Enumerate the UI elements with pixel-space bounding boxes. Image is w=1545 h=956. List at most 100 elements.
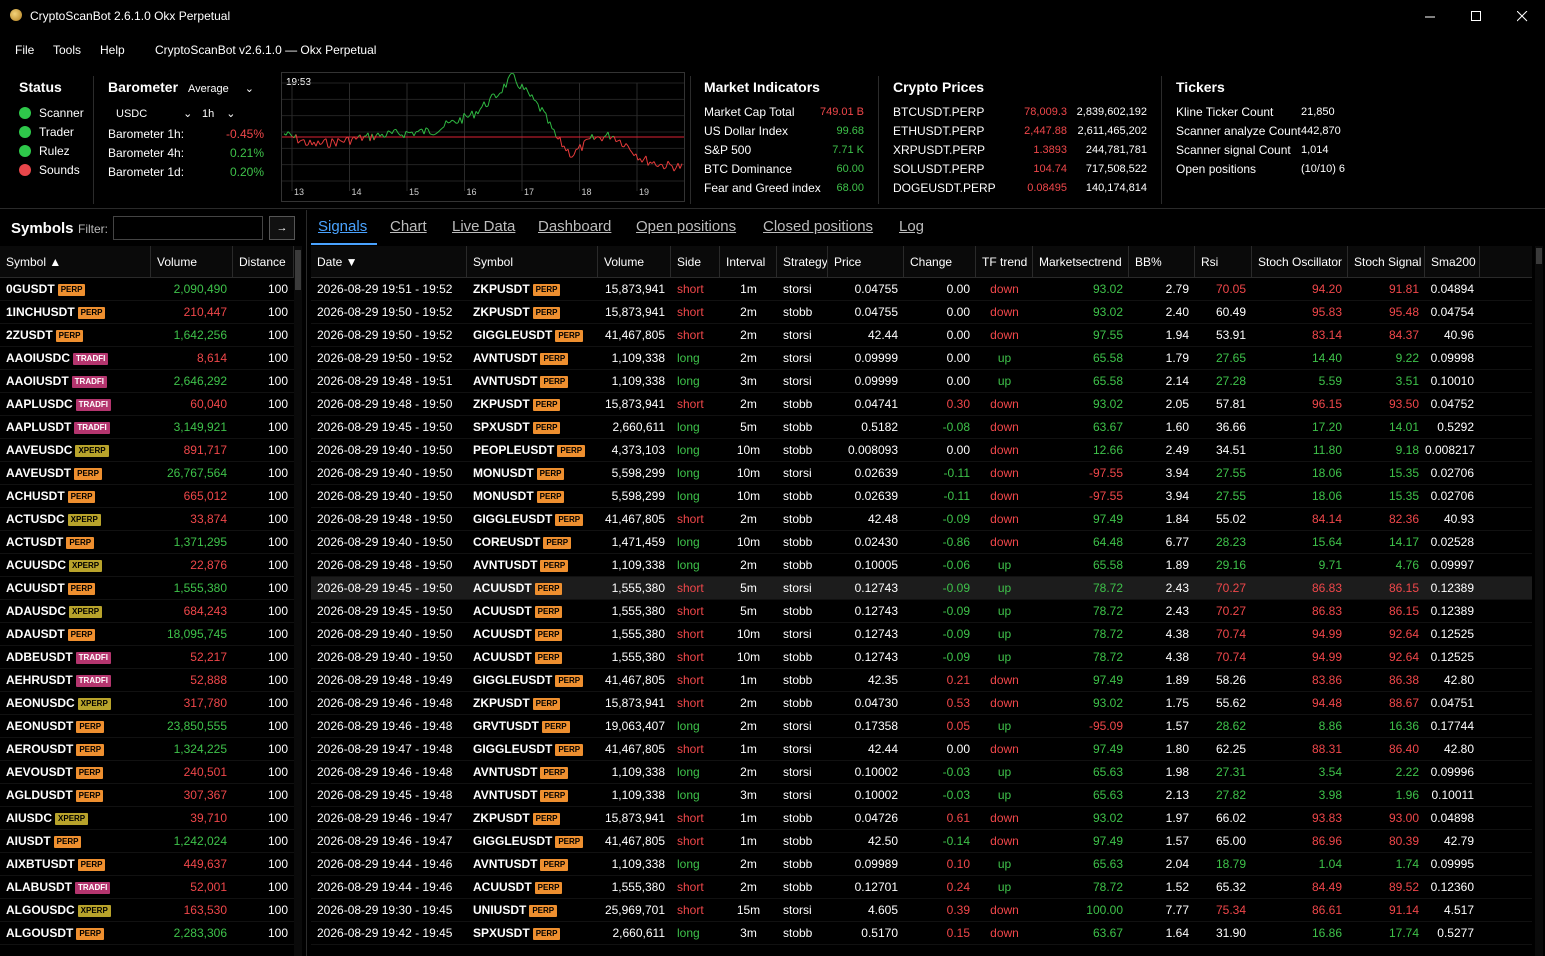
signal-row[interactable]: 2026-08-29 19:46 - 19:47 ZKPUSDT PERP 15,87… <box>311 807 1532 830</box>
signal-row[interactable]: 2026-08-29 19:42 - 19:45 SPXUSDT PERP 2,660… <box>311 922 1532 945</box>
signal-row[interactable]: 2026-08-29 19:46 - 19:48 GRVTUSDT PERP 19,0… <box>311 715 1532 738</box>
symbol-row[interactable]: AAPLUSDC TRADFI 60,040 100 <box>0 393 294 416</box>
symbol-row[interactable]: AAVEUSDT PERP 26,767,564 100 <box>0 462 294 485</box>
symbol-row[interactable]: ACUUSDC XPERP 22,876 100 <box>0 554 294 577</box>
symbol-row[interactable]: 0GUSDT PERP 2,090,490 100 <box>0 278 294 301</box>
signal-row[interactable]: 2026-08-29 19:50 - 19:52 GIGGLEUSDT PERP 41… <box>311 324 1532 347</box>
signal-row[interactable]: 2026-08-29 19:48 - 19:50 ZKPUSDT PERP 15,87… <box>311 393 1532 416</box>
symbol-row[interactable]: AEVOUSDT PERP 240,501 100 <box>0 761 294 784</box>
symbol-row[interactable]: ALGOUSDC XPERP 163,530 100 <box>0 899 294 922</box>
menu-tools[interactable]: Tools <box>53 43 82 57</box>
col-header-change[interactable]: Change <box>904 246 976 278</box>
tab-chart[interactable]: Chart <box>390 218 427 235</box>
symbol-row[interactable]: AEROUSDT PERP 1,324,225 100 <box>0 738 294 761</box>
filter-input[interactable] <box>113 216 263 240</box>
symbol-row[interactable]: 1INCHUSDT PERP 210,447 100 <box>0 301 294 324</box>
symbol-row[interactable]: ADAUSDT PERP 18,095,745 100 <box>0 623 294 646</box>
scrollbar-thumb[interactable] <box>1536 248 1542 264</box>
col-header-volume[interactable]: Volume <box>598 246 671 278</box>
symbol-row[interactable]: ACTUSDC XPERP 33,874 100 <box>0 508 294 531</box>
symbol-row[interactable]: ADBEUSDT TRADFI 52,217 100 <box>0 646 294 669</box>
signal-cell-rsi: 27.82 <box>1195 788 1252 802</box>
symbol-row[interactable]: AIUSDC XPERP 39,710 100 <box>0 807 294 830</box>
minimize-button[interactable] <box>1407 0 1453 32</box>
col-header-interval[interactable]: Interval <box>720 246 777 278</box>
tab-live-data[interactable]: Live Data <box>452 218 516 235</box>
symbol-row[interactable]: AAOIUSDC TRADFI 8,614 100 <box>0 347 294 370</box>
tab-signals[interactable]: Signals <box>318 218 368 235</box>
symbol-row[interactable]: ACUUSDT PERP 1,555,380 100 <box>0 577 294 600</box>
col-header-marketsectrend[interactable]: Marketsectrend <box>1033 246 1129 278</box>
col-header-sma200[interactable]: Sma200 <box>1425 246 1480 278</box>
col-header-stoch-signal[interactable]: Stoch Signal <box>1348 246 1425 278</box>
col-header-tf-trend[interactable]: TF trend <box>976 246 1033 278</box>
signal-row[interactable]: 2026-08-29 19:40 - 19:50 ACUUSDT PERP 1,555… <box>311 623 1532 646</box>
signal-row[interactable]: 2026-08-29 19:40 - 19:50 COREUSDT PERP 1,47… <box>311 531 1532 554</box>
col-header-bb[interactable]: BB% <box>1129 246 1195 278</box>
symbol-row[interactable]: ALGOUSDT PERP 2,283,306 100 <box>0 922 294 945</box>
signal-row[interactable]: 2026-08-29 19:40 - 19:50 MONUSDT PERP 5,598… <box>311 462 1532 485</box>
signal-row[interactable]: 2026-08-29 19:50 - 19:52 AVNTUSDT PERP 1,10… <box>311 347 1532 370</box>
symbol-row[interactable]: ACTUSDT PERP 1,371,295 100 <box>0 531 294 554</box>
symbol-row[interactable]: ACHUSDT PERP 665,012 100 <box>0 485 294 508</box>
tab-dashboard[interactable]: Dashboard <box>538 218 612 235</box>
barometer-mode-select[interactable]: Average ⌄ <box>188 82 254 96</box>
filter-button[interactable]: → <box>269 216 295 240</box>
barometer-chart[interactable]: 19:53 13 14 15 16 17 18 19 <box>281 72 685 202</box>
signal-row[interactable]: 2026-08-29 19:45 - 19:50 ACUUSDT PERP 1,555… <box>311 577 1532 600</box>
col-header-price[interactable]: Price <box>828 246 904 278</box>
col-distance-header[interactable]: Distance <box>233 246 294 278</box>
symbol-row[interactable]: AAOIUSDT TRADFI 2,646,292 100 <box>0 370 294 393</box>
symbol-row[interactable]: ADAUSDC XPERP 684,243 100 <box>0 600 294 623</box>
tab-closed-positions[interactable]: Closed positions <box>763 218 874 235</box>
symbol-row[interactable]: AGLDUSDT PERP 307,367 100 <box>0 784 294 807</box>
symbol-row[interactable]: AAVEUSDC XPERP 891,717 100 <box>0 439 294 462</box>
signal-row[interactable]: 2026-08-29 19:45 - 19:50 SPXUSDT PERP 2,660… <box>311 416 1532 439</box>
symbol-row[interactable]: AEHRUSDT TRADFI 52,888 100 <box>0 669 294 692</box>
col-symbol-header[interactable]: Symbol ▲ <box>0 246 151 278</box>
col-header-side[interactable]: Side <box>671 246 720 278</box>
signal-row[interactable]: 2026-08-29 19:44 - 19:46 ACUUSDT PERP 1,555… <box>311 876 1532 899</box>
signal-row[interactable]: 2026-08-29 19:30 - 19:45 UNIUSDT PERP 25,96… <box>311 899 1532 922</box>
tab-log[interactable]: Log <box>899 218 925 235</box>
menu-help[interactable]: Help <box>100 43 125 57</box>
col-volume-header[interactable]: Volume <box>151 246 233 278</box>
scrollbar-thumb[interactable] <box>295 250 301 290</box>
signal-row[interactable]: 2026-08-29 19:46 - 19:48 ZKPUSDT PERP 15,87… <box>311 692 1532 715</box>
symbol-row[interactable]: 2ZUSDT PERP 1,642,256 100 <box>0 324 294 347</box>
symbol-row[interactable]: AIXBTUSDT PERP 449,637 100 <box>0 853 294 876</box>
col-header-date[interactable]: Date ▼ <box>311 246 467 278</box>
signal-row[interactable]: 2026-08-29 19:40 - 19:50 ACUUSDT PERP 1,555… <box>311 646 1532 669</box>
col-header-rsi[interactable]: Rsi <box>1195 246 1252 278</box>
signal-row[interactable]: 2026-08-29 19:40 - 19:50 MONUSDT PERP 5,598… <box>311 485 1532 508</box>
menu-file[interactable]: File <box>15 43 35 57</box>
symbol-row[interactable]: AIUSDT PERP 1,242,024 100 <box>0 830 294 853</box>
signal-row[interactable]: 2026-08-29 19:48 - 19:50 GIGGLEUSDT PERP 41… <box>311 508 1532 531</box>
signal-row[interactable]: 2026-08-29 19:40 - 19:50 PEOPLEUSDT PERP 4,… <box>311 439 1532 462</box>
signal-row[interactable]: 2026-08-29 19:46 - 19:47 GIGGLEUSDT PERP 41… <box>311 830 1532 853</box>
col-header-strategy[interactable]: Strategy <box>777 246 828 278</box>
signal-row[interactable]: 2026-08-29 19:46 - 19:48 AVNTUSDT PERP 1,10… <box>311 761 1532 784</box>
maximize-button[interactable] <box>1453 0 1499 32</box>
symbols-scrollbar[interactable] <box>294 246 302 956</box>
close-button[interactable] <box>1499 0 1545 32</box>
signals-scrollbar[interactable] <box>1535 246 1543 956</box>
symbol-row[interactable]: AAPLUSDT TRADFI 3,149,921 100 <box>0 416 294 439</box>
symbol-row[interactable]: AEONUSDC XPERP 317,780 100 <box>0 692 294 715</box>
signal-row[interactable]: 2026-08-29 19:50 - 19:52 ZKPUSDT PERP 15,87… <box>311 301 1532 324</box>
signal-row[interactable]: 2026-08-29 19:48 - 19:49 GIGGLEUSDT PERP 41… <box>311 669 1532 692</box>
signal-row[interactable]: 2026-08-29 19:44 - 19:46 AVNTUSDT PERP 1,10… <box>311 853 1532 876</box>
barometer-interval-select[interactable]: 1h ⌄ <box>202 107 235 121</box>
signal-row[interactable]: 2026-08-29 19:45 - 19:50 ACUUSDT PERP 1,555… <box>311 600 1532 623</box>
signal-row[interactable]: 2026-08-29 19:51 - 19:52 ZKPUSDT PERP 15,87… <box>311 278 1532 301</box>
symbol-row[interactable]: AEONUSDT PERP 23,850,555 100 <box>0 715 294 738</box>
signal-row[interactable]: 2026-08-29 19:45 - 19:48 AVNTUSDT PERP 1,10… <box>311 784 1532 807</box>
barometer-quote-select[interactable]: USDC ⌄ <box>116 107 192 121</box>
tab-open-positions[interactable]: Open positions <box>636 218 737 235</box>
signal-row[interactable]: 2026-08-29 19:48 - 19:50 AVNTUSDT PERP 1,10… <box>311 554 1532 577</box>
col-header-stoch-oscillator[interactable]: Stoch Oscillator <box>1252 246 1348 278</box>
signal-row[interactable]: 2026-08-29 19:47 - 19:48 GIGGLEUSDT PERP 41… <box>311 738 1532 761</box>
symbol-row[interactable]: ALABUSDT TRADFI 52,001 100 <box>0 876 294 899</box>
signal-row[interactable]: 2026-08-29 19:48 - 19:51 AVNTUSDT PERP 1,10… <box>311 370 1532 393</box>
col-header-symbol[interactable]: Symbol <box>467 246 598 278</box>
